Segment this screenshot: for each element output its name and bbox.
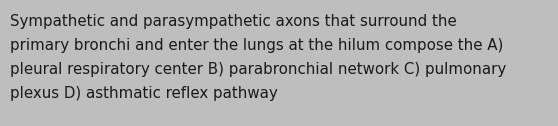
Text: primary bronchi and enter the lungs at the hilum compose the A): primary bronchi and enter the lungs at t…: [10, 38, 503, 53]
Text: Sympathetic and parasympathetic axons that surround the: Sympathetic and parasympathetic axons th…: [10, 14, 457, 29]
Text: plexus D) asthmatic reflex pathway: plexus D) asthmatic reflex pathway: [10, 86, 278, 101]
Text: pleural respiratory center B) parabronchial network C) pulmonary: pleural respiratory center B) parabronch…: [10, 62, 506, 77]
